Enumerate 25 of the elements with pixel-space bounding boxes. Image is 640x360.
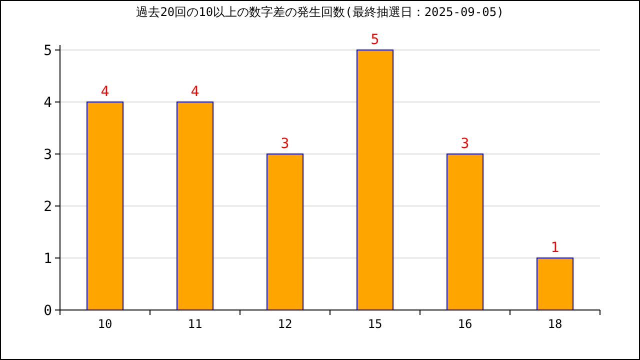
data-label: 1: [550, 240, 560, 256]
bar: [536, 258, 574, 310]
bar: [446, 154, 484, 310]
y-tick-label: 1: [44, 251, 52, 267]
x-tick-label: 16: [458, 317, 472, 331]
y-tick-label: 5: [44, 43, 52, 59]
y-tick-label: 4: [44, 95, 52, 111]
x-tick-label: 15: [368, 317, 382, 331]
x-tick-label: 11: [188, 317, 202, 331]
bar: [176, 102, 214, 310]
data-label: 3: [460, 136, 470, 152]
y-tick-label: 0: [44, 303, 52, 319]
data-label: 3: [280, 136, 290, 152]
data-label: 5: [370, 32, 380, 48]
bar: [86, 102, 124, 310]
bar: [356, 50, 394, 310]
y-tick-label: 2: [44, 199, 52, 215]
x-tick-label: 18: [548, 317, 562, 331]
data-label: 4: [190, 84, 200, 100]
y-tick-label: 3: [44, 147, 52, 163]
x-tick-label: 12: [278, 317, 292, 331]
bar: [266, 154, 304, 310]
chart-title: 過去20回の10以上の数字差の発生回数(最終抽選日：2025-09-05): [136, 5, 504, 19]
x-tick-label: 10: [98, 317, 112, 331]
data-label: 4: [100, 84, 110, 100]
